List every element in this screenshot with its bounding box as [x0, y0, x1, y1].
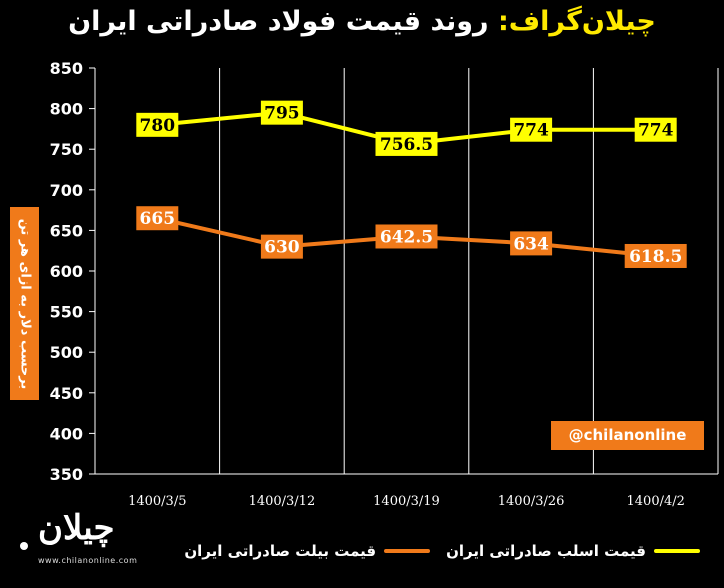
data-label-slab: 774: [638, 121, 674, 141]
data-label-billet: 642.5: [380, 227, 433, 247]
data-label-slab: 756.5: [380, 135, 433, 155]
logo-dot: [20, 542, 28, 550]
legend-item-billet: قیمت بیلت صادراتی ایران: [184, 542, 431, 560]
legend-swatch-slab: [654, 549, 700, 553]
data-point-slab: [260, 100, 303, 125]
logo-mark: چیلان: [38, 508, 115, 548]
y-tick-label: 500: [50, 343, 83, 362]
legend-label-slab: قیمت اسلب صادراتی ایران: [446, 542, 646, 560]
data-label-billet: 618.5: [629, 247, 682, 267]
legend-swatch-billet: [384, 549, 431, 553]
social-handle: @chilanonline: [551, 421, 704, 450]
data-label-slab: 795: [264, 104, 300, 124]
y-tick-label: 450: [50, 384, 83, 403]
y-tick-label: 800: [50, 100, 83, 119]
legend-label-billet: قیمت بیلت صادراتی ایران: [184, 542, 377, 560]
data-point-slab: [634, 117, 677, 142]
chart-title: چیلان‌گراف: روند قیمت فولاد صادراتی ایرا…: [0, 6, 724, 37]
y-tick-label: 600: [50, 262, 83, 281]
data-point-slab: [510, 117, 553, 142]
data-point-slab: [375, 131, 438, 156]
data-label-billet: 630: [264, 238, 300, 258]
y-tick-label: 400: [50, 424, 83, 443]
y-tick-label: 350: [50, 465, 83, 484]
legend: قیمت اسلب صادراتی ایران قیمت بیلت صادرات…: [184, 538, 700, 564]
x-tick-label: 1400/3/26: [498, 494, 565, 509]
y-tick-label: 850: [50, 59, 83, 78]
y-axis-label: برحسب دلار به ازای هر تن: [17, 218, 32, 389]
y-axis-label-box: برحسب دلار به ازای هر تن: [10, 207, 39, 400]
chilan-logo: چیلان www.chilanonline.com: [16, 508, 138, 572]
data-label-billet: 634: [513, 234, 549, 254]
x-tick-label: 1400/3/5: [128, 494, 186, 509]
data-point-slab: [136, 112, 179, 137]
brand-label: چیلان‌گراف:: [497, 6, 656, 37]
data-label-billet: 665: [140, 209, 176, 229]
data-point-billet: [260, 234, 303, 259]
y-tick-label: 650: [50, 221, 83, 240]
x-tick-label: 1400/3/12: [249, 494, 316, 509]
y-tick-label: 700: [50, 181, 83, 200]
data-point-billet: [624, 243, 687, 268]
title-text: روند قیمت فولاد صادراتی ایران: [68, 6, 489, 37]
logo-url: www.chilanonline.com: [38, 556, 138, 565]
x-tick-label: 1400/4/2: [627, 494, 685, 509]
legend-item-slab: قیمت اسلب صادراتی ایران: [446, 542, 700, 560]
data-point-billet: [375, 224, 438, 249]
data-point-billet: [510, 231, 553, 256]
data-label-slab: 774: [513, 121, 549, 141]
y-tick-label: 550: [50, 303, 83, 322]
x-tick-label: 1400/3/19: [373, 494, 440, 509]
data-label-slab: 780: [140, 116, 176, 136]
data-point-billet: [136, 206, 179, 231]
y-tick-label: 750: [50, 140, 83, 159]
